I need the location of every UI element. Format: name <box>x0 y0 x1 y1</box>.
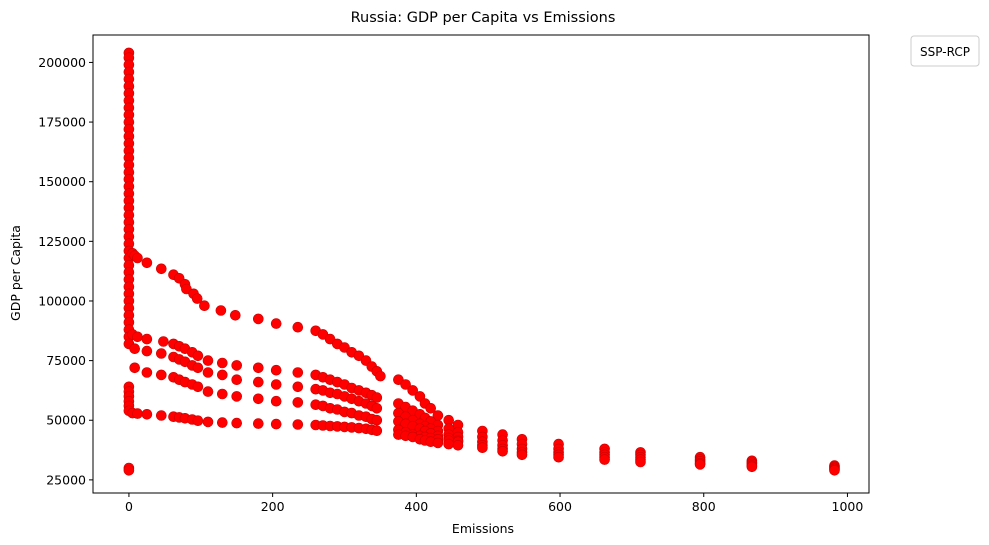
y-tick-label: 200000 <box>38 55 86 70</box>
data-point <box>371 425 383 437</box>
data-point <box>129 362 140 374</box>
data-point <box>199 300 210 312</box>
data-point <box>230 309 241 321</box>
data-point <box>599 454 610 465</box>
data-point <box>252 393 264 405</box>
data-point <box>217 388 228 400</box>
legend-box <box>910 35 980 67</box>
data-point <box>497 445 508 457</box>
data-point <box>270 364 282 376</box>
data-point <box>217 357 228 369</box>
data-point <box>252 376 264 388</box>
data-point <box>129 343 140 355</box>
y-tick-label: 75000 <box>46 353 86 368</box>
data-point <box>443 438 455 450</box>
data-point <box>292 397 304 408</box>
data-point <box>292 367 304 378</box>
data-point <box>192 415 204 427</box>
data-point <box>252 418 264 429</box>
data-point <box>231 360 242 371</box>
data-point <box>270 395 282 407</box>
data-point <box>202 386 214 397</box>
data-point <box>292 419 304 430</box>
legend: SSP-RCP <box>910 35 980 67</box>
x-axis-label: Emissions <box>452 521 514 536</box>
y-tick-label: 175000 <box>38 115 86 130</box>
data-point <box>516 449 528 461</box>
data-point <box>123 464 135 476</box>
data-point <box>132 331 143 343</box>
data-point <box>231 374 242 386</box>
data-point <box>270 418 282 430</box>
y-tick-label: 125000 <box>38 234 86 249</box>
data-point <box>432 437 444 449</box>
chart-title: Russia: GDP per Capita vs Emissions <box>351 10 616 26</box>
data-point <box>191 293 203 304</box>
data-point <box>156 263 167 275</box>
data-point <box>270 379 282 390</box>
data-point <box>132 252 143 264</box>
data-point <box>217 417 228 428</box>
data-point <box>192 362 204 374</box>
data-point <box>371 414 383 426</box>
data-point <box>156 348 167 359</box>
plot-area-frame <box>92 34 870 494</box>
x-tick-label: 200 <box>261 499 285 514</box>
y-axis-ticks: 25000 50000 75000 100000 125000 150000 175000 2… <box>38 55 93 487</box>
data-point <box>192 381 204 393</box>
x-tick-label: 0 <box>125 499 133 514</box>
y-tick-label: 150000 <box>38 174 86 189</box>
data-point <box>202 367 214 378</box>
data-point <box>156 410 167 421</box>
data-point <box>141 367 153 378</box>
data-point <box>192 350 204 362</box>
legend-title: SSP-RCP <box>920 45 970 59</box>
data-point <box>141 333 153 345</box>
x-tick-label: 400 <box>404 499 428 514</box>
data-point <box>292 381 304 393</box>
y-axis-label: GDP per Capita <box>8 225 23 321</box>
data-point <box>132 408 143 419</box>
x-tick-label: 600 <box>548 499 572 514</box>
data-point <box>270 318 282 329</box>
data-point <box>231 391 242 402</box>
x-tick-label: 1000 <box>832 499 864 514</box>
data-point <box>158 336 169 347</box>
data-point <box>141 345 153 357</box>
data-point <box>553 451 564 463</box>
data-point <box>400 379 411 390</box>
data-point <box>252 362 264 374</box>
data-point <box>371 402 383 414</box>
data-point <box>407 385 419 396</box>
x-axis-ticks: 0 200 400 600 800 1000 <box>125 493 863 514</box>
data-point <box>292 321 304 333</box>
data-point <box>141 257 153 269</box>
y-tick-label: 50000 <box>46 413 86 428</box>
data-point <box>829 464 840 476</box>
data-point <box>452 439 464 451</box>
data-point <box>746 461 758 473</box>
data-point <box>202 355 214 366</box>
data-point <box>217 369 228 381</box>
data-point <box>202 416 214 428</box>
data-point <box>375 370 386 382</box>
data-point <box>215 305 227 316</box>
data-points <box>123 47 840 476</box>
data-point <box>231 417 242 429</box>
data-point <box>156 369 167 381</box>
data-point <box>252 313 264 325</box>
y-tick-label: 100000 <box>38 293 86 308</box>
data-point <box>477 442 488 454</box>
data-point <box>694 459 706 470</box>
data-point <box>425 402 437 414</box>
y-tick-label: 25000 <box>46 472 86 487</box>
data-point <box>141 408 153 420</box>
x-tick-label: 800 <box>692 499 716 514</box>
data-point <box>371 392 383 403</box>
data-point <box>635 456 646 468</box>
